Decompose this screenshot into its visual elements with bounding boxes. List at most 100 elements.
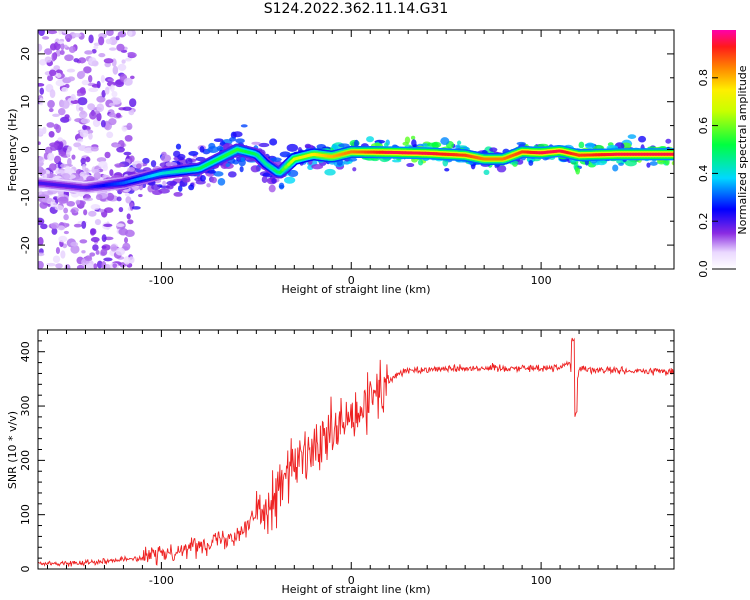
spectrogram-noise-blob <box>96 260 103 269</box>
spectrogram-noise-blob <box>38 30 45 37</box>
spectrogram-noise-blob <box>84 256 93 262</box>
snr-y-tick-label: 300 <box>19 396 32 417</box>
spectrogram-noise-blob <box>115 112 122 118</box>
spectrogram-noise-blob <box>64 114 70 119</box>
spectrogram-blob <box>188 151 199 156</box>
spectrogram-noise-blob <box>38 260 44 269</box>
spectrogram-noise-blob <box>92 244 99 251</box>
snr-y-tick-label: 400 <box>19 341 32 362</box>
spectrogram-blob <box>410 135 416 140</box>
spectrogram-noise-blob <box>101 245 107 249</box>
spectrogram-blob <box>240 124 248 128</box>
spectrogram-blob <box>175 143 182 150</box>
spectrogram-noise-blob <box>47 74 54 82</box>
spectrogram-noise-blob <box>100 248 108 256</box>
spectrogram-blob <box>85 194 90 199</box>
spectrogram-noise-blob <box>79 70 86 78</box>
spectrogram-noise-blob <box>100 119 106 128</box>
spectrogram-blob <box>627 134 637 139</box>
spectrogram-blob <box>225 163 231 168</box>
spectrogram-blob <box>106 192 115 201</box>
spectrogram-noise-blob <box>44 48 53 55</box>
spectrogram-noise-blob <box>129 75 135 80</box>
spectrogram-blob <box>41 191 54 196</box>
spectrogram-blob <box>93 172 101 180</box>
spectrogram-noise-blob <box>70 241 78 247</box>
spectrogram-noise-blob <box>81 220 87 229</box>
spectrogram-noise-blob <box>88 87 99 93</box>
spectrogram-noise-blob <box>57 108 66 116</box>
snr-panel: -100 0 100 0 100 200 300 400 Height of straight… <box>6 329 675 596</box>
spectrogram-noise-blob <box>38 141 41 145</box>
spectrogram-noise-blob <box>98 52 106 58</box>
spectrogram-noise-blob <box>101 261 107 269</box>
spectrogram-noise-blob <box>108 118 117 126</box>
spectrogram-noise-blob <box>66 68 76 73</box>
spectrogram-blob <box>353 139 359 148</box>
spectrogram-noise-blob <box>52 113 60 117</box>
spectrogram-blob <box>38 168 47 175</box>
spectrogram-noise-blob <box>117 63 127 71</box>
spectrogram-x-tick-label: 100 <box>531 274 552 287</box>
spectrogram-blob <box>173 191 183 197</box>
colorbar-tick-label: 0.2 <box>697 212 710 230</box>
spectrogram-noise-blob <box>108 47 117 51</box>
spectrogram-noise-blob <box>88 74 93 83</box>
spectrogram-blob <box>185 157 193 165</box>
spectrogram-noise-blob <box>90 228 97 235</box>
spectrogram-noise-blob <box>112 263 118 269</box>
snr-marks <box>38 337 674 567</box>
spectrogram-noise-blob <box>81 250 86 254</box>
spectrogram-noise-blob <box>66 200 76 207</box>
spectrogram-noise-blob <box>77 97 88 106</box>
spectrogram-blob <box>57 196 69 204</box>
spectrogram-noise-blob <box>106 131 114 139</box>
spectrogram-noise-blob <box>55 124 62 134</box>
spectrogram-blob <box>311 164 324 170</box>
spectrogram-blob <box>152 189 163 196</box>
spectrogram-blob <box>160 154 172 163</box>
spectrogram-noise-blob <box>89 111 97 120</box>
spectrogram-blob <box>496 164 507 173</box>
spectrogram-noise-blob <box>46 122 55 128</box>
spectrogram-blob <box>142 157 150 164</box>
spectrogram-blob <box>227 171 237 178</box>
spectrogram-noise-blob <box>96 112 102 122</box>
snr-frame <box>37 329 675 570</box>
spectrogram-blob <box>411 139 417 147</box>
spectrogram-blob <box>261 175 268 183</box>
chart-title: S124.2022.362.11.14.G31 <box>263 1 449 17</box>
spectrogram-marks <box>38 30 674 269</box>
spectrogram-noise-blob <box>115 35 120 41</box>
spectrogram-noise-blob <box>85 156 91 163</box>
spectrogram-blob <box>213 171 224 177</box>
colorbar: 0.0 0.2 0.4 0.6 0.8 Normalized spectral ampl… <box>697 30 749 278</box>
snr-y-tick-label: 200 <box>19 450 32 471</box>
spectrogram-noise-blob <box>76 92 82 97</box>
spectrogram-noise-blob <box>129 155 135 163</box>
colorbar-label: Normalized spectral amplitude <box>736 65 749 234</box>
spectrogram-noise-blob <box>64 54 74 62</box>
spectrogram-noise-blob <box>71 154 76 160</box>
spectrogram-noise-blob <box>123 151 132 156</box>
spectrogram-blob <box>200 175 206 182</box>
spectrogram-blob <box>217 178 226 186</box>
spectrogram-blob <box>649 161 658 166</box>
spectrogram-noise-blob <box>116 223 125 228</box>
spectrogram-blob <box>646 162 651 168</box>
spectrogram-noise-blob <box>83 209 88 216</box>
spectrogram-blob <box>250 165 260 173</box>
spectrogram-blob <box>50 201 57 208</box>
spectrogram-blob <box>456 140 462 145</box>
snr-ticks: -100 0 100 0 100 200 300 400 <box>19 329 675 587</box>
spectrogram-blob <box>177 185 183 192</box>
spectrogram-noise-blob <box>53 65 61 71</box>
spectrogram-blob <box>235 138 245 144</box>
spectrogram-noise-blob <box>93 263 98 269</box>
spectrogram-blob <box>483 169 490 175</box>
spectrogram-blob <box>179 182 186 187</box>
spectrogram-noise-blob <box>40 223 48 230</box>
spectrogram-noise-blob <box>124 237 129 244</box>
